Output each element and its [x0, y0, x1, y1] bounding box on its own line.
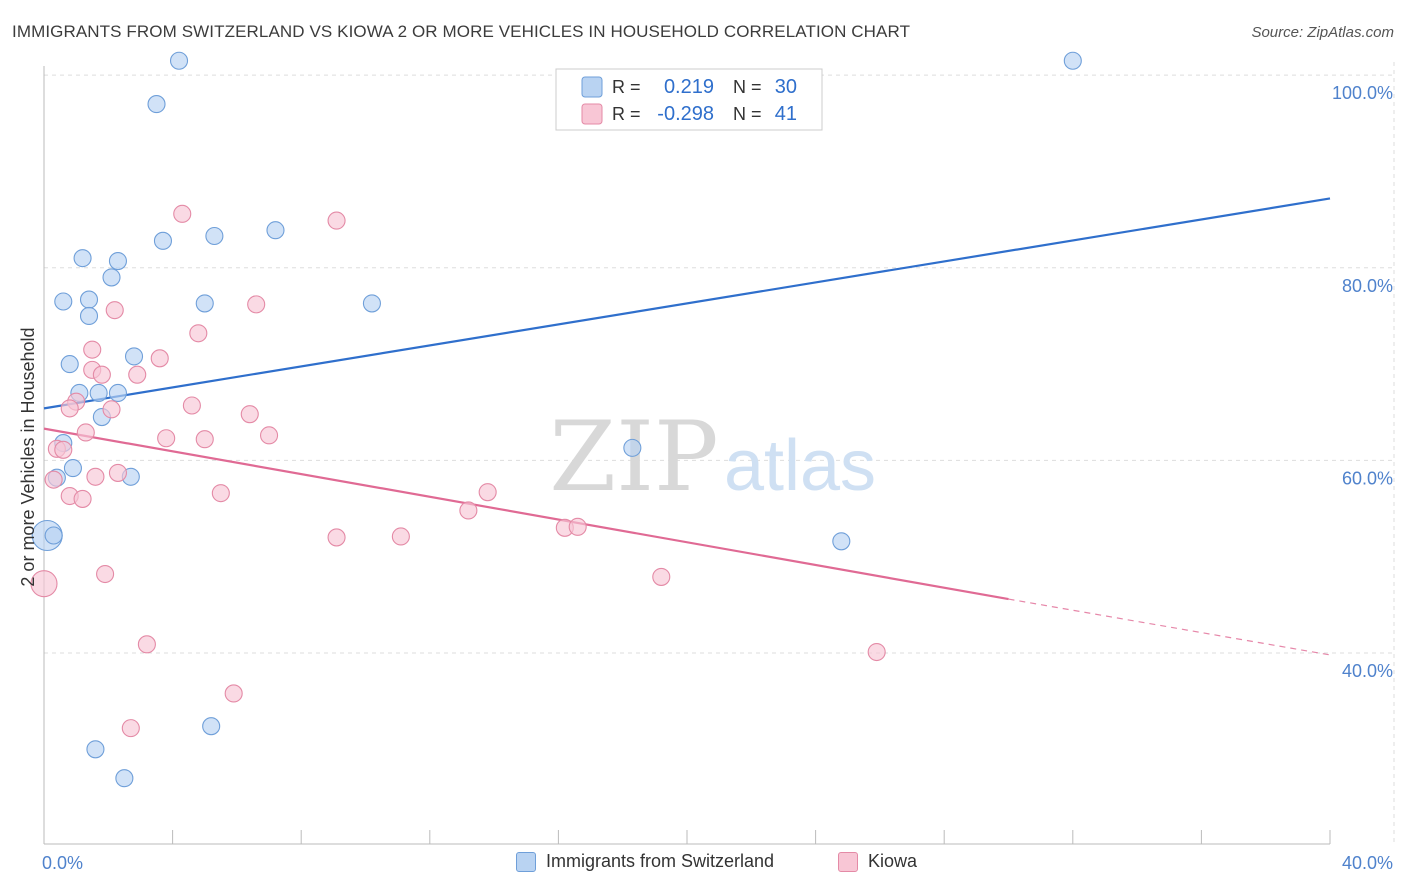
legend-r-value-2: -0.298	[657, 103, 714, 125]
point-kiowa-12	[102, 400, 121, 419]
point-switzerland-1	[1063, 51, 1082, 70]
point-kiowa-27	[478, 483, 497, 502]
legend-item-switzerland[interactable]: Immigrants from Switzerland	[516, 851, 774, 872]
point-kiowa-36	[137, 635, 156, 654]
point-kiowa-34	[96, 564, 115, 584]
point-switzerland-21	[63, 459, 82, 478]
point-kiowa-22	[108, 463, 127, 482]
point-kiowa-25	[73, 489, 92, 508]
point-kiowa-21	[86, 467, 105, 486]
point-switzerland-24	[623, 438, 642, 457]
legend-swatch-kiowa	[838, 851, 858, 872]
watermark-atlas: atlas	[724, 426, 876, 506]
trend-line-kiowa	[43, 427, 1009, 601]
point-kiowa-23	[44, 470, 63, 489]
point-kiowa-13	[182, 396, 201, 415]
axes	[43, 66, 1331, 845]
point-switzerland-17	[89, 383, 108, 403]
point-switzerland-15	[124, 347, 144, 366]
point-switzerland-14	[60, 355, 79, 374]
point-kiowa-18	[259, 426, 279, 445]
point-kiowa-16	[157, 429, 176, 448]
legend-swatch-switzerland	[516, 851, 536, 872]
data-points	[30, 51, 1082, 788]
legend-r-value-1: 0.219	[664, 76, 714, 98]
x-tick-label-1: 40.0%	[1342, 853, 1393, 873]
legend-r-label-2: R =	[612, 104, 641, 124]
point-kiowa-9	[128, 365, 147, 384]
watermark: ZIP atlas	[549, 401, 876, 513]
watermark-zip: ZIP	[549, 401, 718, 513]
legend-top: R = 0.219 N = 30 R = -0.298 N = 41	[555, 68, 823, 131]
y-tick-label-3: 40.0%	[1342, 661, 1393, 681]
point-switzerland-6	[205, 226, 224, 246]
point-kiowa-3	[247, 295, 266, 314]
point-kiowa-30	[391, 527, 410, 546]
y-tick-label-0: 100.0%	[1332, 83, 1393, 103]
point-switzerland-7	[266, 221, 285, 240]
legend-bottom: Immigrants from Switzerland Kiowa	[0, 851, 1406, 879]
point-kiowa-4	[189, 324, 208, 343]
trend-line-kiowa-extension	[1008, 598, 1331, 656]
point-switzerland-2	[147, 95, 166, 114]
point-kiowa-32	[568, 517, 587, 536]
legend-label-kiowa: Kiowa	[868, 851, 918, 871]
legend-swatch-blue	[581, 76, 603, 98]
point-kiowa-8	[92, 365, 111, 384]
point-switzerland-9	[102, 268, 121, 287]
point-switzerland-18	[108, 383, 127, 403]
point-switzerland-0	[169, 51, 189, 70]
point-kiowa-6	[150, 349, 169, 368]
y-tick-label-1: 80.0%	[1342, 276, 1393, 296]
point-kiowa-38	[224, 684, 243, 703]
chart-title: IMMIGRANTS FROM SWITZERLAND VS KIOWA 2 O…	[12, 22, 911, 41]
source-label: Source: ZipAtlas.com	[1251, 24, 1394, 41]
point-kiowa-17	[195, 430, 214, 449]
point-kiowa-14	[240, 405, 259, 424]
point-kiowa-26	[211, 484, 230, 503]
point-switzerland-29	[202, 717, 221, 736]
legend-n-label-1: N =	[733, 77, 762, 97]
legend-swatch-pink	[581, 103, 603, 125]
point-switzerland-3	[73, 249, 92, 268]
point-kiowa-29	[327, 528, 346, 547]
point-kiowa-15	[76, 423, 95, 442]
point-switzerland-11	[195, 294, 214, 313]
point-kiowa-37	[867, 642, 886, 662]
tick-labels: 100.0% 80.0% 60.0% 40.0% 0.0% 40.0%	[42, 83, 1393, 873]
point-switzerland-5	[153, 231, 173, 250]
legend-n-value-2: 41	[775, 103, 797, 125]
legend-item-kiowa[interactable]: Kiowa	[838, 851, 917, 872]
x-tick-label-0: 0.0%	[42, 853, 83, 873]
point-switzerland-28	[86, 740, 105, 759]
y-axis-label: 2 or more Vehicles in Household	[18, 327, 38, 586]
point-switzerland-26	[44, 526, 63, 545]
legend-n-label-2: N =	[733, 104, 762, 124]
point-kiowa-11	[60, 399, 79, 418]
point-switzerland-4	[54, 292, 73, 311]
point-kiowa-0	[173, 204, 192, 223]
legend-n-value-1: 30	[775, 76, 797, 98]
y-tick-label-2: 60.0%	[1342, 468, 1393, 488]
point-kiowa-39	[121, 719, 140, 738]
point-kiowa-33	[30, 570, 58, 598]
point-kiowa-28	[459, 501, 478, 520]
point-switzerland-13	[79, 306, 99, 325]
point-switzerland-27	[832, 532, 851, 551]
trend-lines	[43, 197, 1331, 656]
legend-label-switzerland: Immigrants from Switzerland	[546, 851, 775, 871]
point-switzerland-8	[108, 251, 127, 271]
point-kiowa-35	[652, 567, 671, 586]
point-kiowa-2	[105, 301, 124, 320]
point-switzerland-12	[362, 294, 381, 313]
legend-r-label-1: R =	[612, 77, 641, 97]
trend-line-switzerland	[43, 197, 1331, 410]
point-kiowa-20	[54, 440, 73, 459]
point-switzerland-30	[115, 769, 134, 788]
gridlines	[44, 62, 1395, 844]
point-kiowa-5	[83, 340, 102, 359]
point-kiowa-1	[327, 211, 346, 230]
point-switzerland-10	[79, 290, 99, 309]
